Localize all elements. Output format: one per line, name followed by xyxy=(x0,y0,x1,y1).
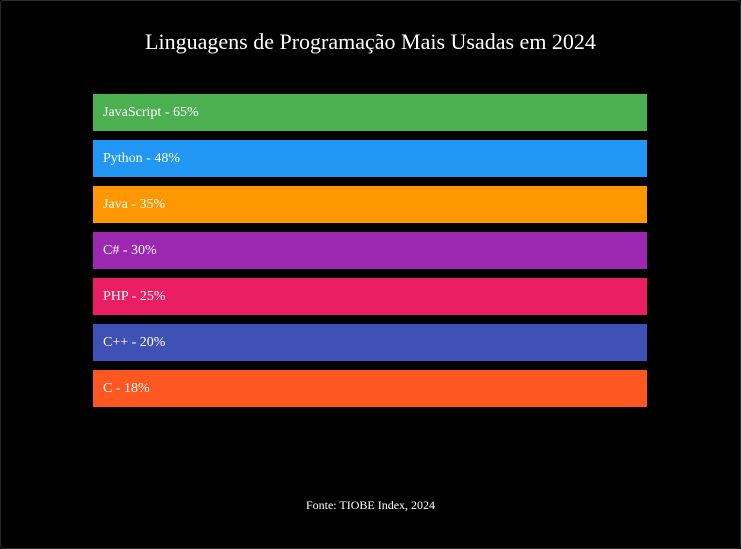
bar-csharp: C# - 30% xyxy=(93,232,647,269)
chart-title: Linguagens de Programação Mais Usadas em… xyxy=(145,29,596,54)
bar-python: Python - 48% xyxy=(93,140,647,177)
bar-label: C - 18% xyxy=(103,380,150,396)
bar-label: C# - 30% xyxy=(103,242,157,258)
bar-javascript: JavaScript - 65% xyxy=(93,94,647,131)
bar-php: PHP - 25% xyxy=(93,278,647,315)
bar-java: Java - 35% xyxy=(93,186,647,223)
bar-label: PHP - 25% xyxy=(103,288,166,304)
bar-label: JavaScript - 65% xyxy=(103,104,199,120)
bar-c: C - 18% xyxy=(93,370,647,407)
chart-source: Fonte: TIOBE Index, 2024 xyxy=(305,498,436,512)
bar-label: Java - 35% xyxy=(103,196,166,212)
bar-cplusplus: C++ - 20% xyxy=(93,324,647,361)
bar-list: JavaScript - 65% Python - 48% Java - 35% C#… xyxy=(93,94,647,416)
bar-label: Python - 48% xyxy=(103,150,180,166)
bar-label: C++ - 20% xyxy=(103,334,166,350)
